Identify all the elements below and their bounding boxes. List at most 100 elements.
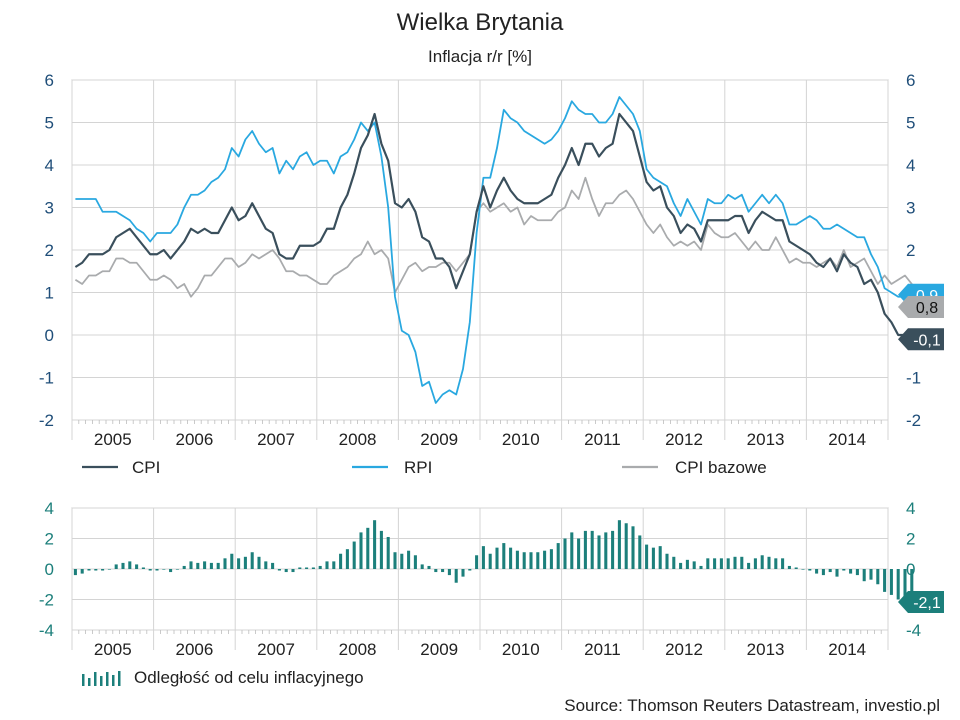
- gap-bar: [651, 547, 655, 569]
- gap-bar: [427, 565, 431, 569]
- gap-bar: [413, 555, 417, 569]
- gap-bar: [311, 567, 315, 569]
- gap-bar: [141, 567, 145, 569]
- series-line-cpi: [74, 112, 913, 341]
- gap-end-flag: [898, 591, 944, 614]
- gap-bar: [910, 569, 914, 602]
- gap-bar: [522, 552, 526, 569]
- gap-xtick-label: 2008: [339, 640, 377, 659]
- gap-bar: [148, 569, 152, 571]
- gap-bar: [747, 562, 751, 569]
- chart-subtitle: Inflacja r/r [%]: [428, 47, 532, 66]
- gap-bar: [740, 556, 744, 569]
- gap-bar: [726, 558, 730, 569]
- gap-bar: [495, 547, 499, 569]
- gap-ytick-left: 2: [45, 530, 54, 549]
- gap-bar: [209, 562, 213, 569]
- gap-bar: [488, 553, 492, 569]
- gap-xtick-label: 2013: [747, 640, 785, 659]
- gap-bar: [679, 562, 683, 569]
- gap-xtick-label: 2009: [420, 640, 458, 659]
- gap-end-flag-label: -2,1: [913, 595, 941, 612]
- gap-bar: [515, 550, 519, 569]
- gap-ytick-left: 4: [45, 499, 54, 518]
- gap-bar: [869, 569, 873, 580]
- gap-bar: [713, 558, 717, 569]
- main-ytick-left: 3: [45, 199, 54, 218]
- gap-bar: [373, 520, 377, 569]
- main-xtick-label: 2011: [584, 430, 621, 449]
- gap-bar: [611, 530, 615, 570]
- gap-bar: [162, 569, 166, 570]
- main-xtick-label: 2005: [94, 430, 132, 449]
- main-ytick-left: 5: [45, 114, 54, 133]
- gap-bar: [481, 546, 485, 570]
- gap-bar: [339, 553, 343, 569]
- main-xtick-label: 2014: [828, 430, 866, 449]
- gap-bar: [563, 538, 567, 569]
- gap-bar: [87, 569, 91, 571]
- gap-bar: [556, 543, 560, 569]
- gap-bar: [549, 549, 553, 569]
- gap-bar: [475, 555, 479, 569]
- gap-bar: [101, 569, 105, 571]
- gap-bar: [543, 550, 547, 569]
- gap-bar: [815, 569, 819, 574]
- main-xtick-label: 2010: [502, 430, 540, 449]
- gap-bar: [583, 530, 587, 570]
- gap-bar: [155, 569, 159, 571]
- main-ytick-right: 6: [906, 71, 915, 90]
- legend-label-core-cpi: CPI bazowe: [675, 458, 767, 477]
- gap-bar: [794, 567, 798, 569]
- gap-bar: [767, 556, 771, 569]
- gap-bar: [441, 569, 445, 573]
- legend-label-rpi: RPI: [404, 458, 432, 477]
- gap-bar: [128, 561, 132, 570]
- main-ytick-left: -2: [39, 411, 54, 430]
- main-xtick-label: 2007: [257, 430, 295, 449]
- gap-bar: [366, 527, 370, 569]
- gap-ytick-right: 4: [906, 499, 915, 518]
- gap-bar: [318, 565, 322, 569]
- gap-bar: [801, 569, 805, 570]
- gap-bar: [121, 562, 125, 569]
- gap-bar: [94, 569, 98, 571]
- series-line-cpi-bazowe: [74, 176, 927, 302]
- gap-bar: [332, 561, 336, 570]
- gap-bar: [271, 562, 275, 569]
- legend-swatch-gap: [82, 671, 121, 686]
- gap-bar: [753, 558, 757, 569]
- gap-bar: [182, 565, 186, 569]
- gap-bar: [345, 549, 349, 569]
- gap-bar: [447, 569, 451, 576]
- main-xtick-label: 2012: [665, 430, 703, 449]
- gap-xtick-label: 2014: [828, 640, 866, 659]
- gap-bar: [631, 526, 635, 569]
- gap-bar: [849, 569, 853, 574]
- gap-bar: [638, 535, 642, 569]
- main-xtick-label: 2006: [175, 430, 213, 449]
- gap-bar: [821, 569, 825, 576]
- gap-bar: [672, 556, 676, 569]
- gap-xtick-label: 2007: [257, 640, 295, 659]
- gap-bar: [889, 569, 893, 595]
- main-xtick-label: 2013: [747, 430, 785, 449]
- series-line-rpi: [75, 96, 912, 404]
- main-ytick-left: -1: [39, 369, 54, 388]
- source-note: Source: Thomson Reuters Datastream, inve…: [564, 696, 940, 715]
- main-ytick-right: -2: [906, 411, 921, 430]
- gap-bar: [896, 569, 900, 600]
- main-ytick-left: 2: [45, 241, 54, 260]
- gap-bar: [175, 569, 179, 570]
- main-ytick-left: 1: [45, 284, 54, 303]
- gap-bar: [393, 552, 397, 569]
- gap-bar: [291, 569, 295, 573]
- gap-bar: [808, 569, 812, 571]
- gap-bar: [617, 520, 621, 569]
- gap-xtick-label: 2011: [584, 640, 621, 659]
- gap-xtick-label: 2005: [94, 640, 132, 659]
- gap-bar: [461, 569, 465, 577]
- main-xtick-label: 2009: [420, 430, 458, 449]
- gap-bar: [699, 565, 703, 569]
